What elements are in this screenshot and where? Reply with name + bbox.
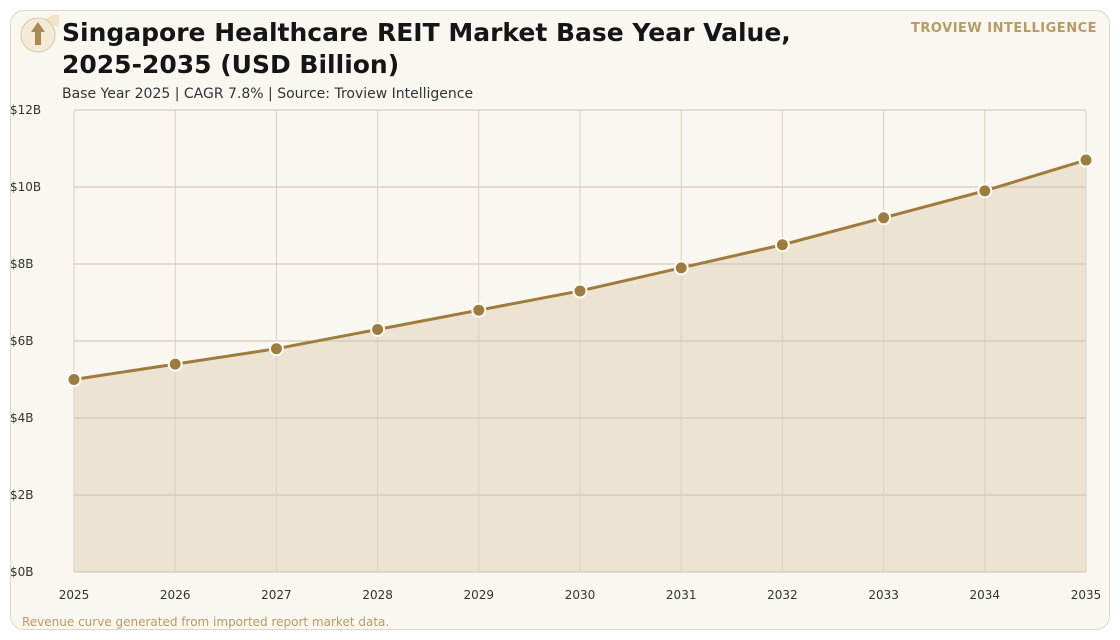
- data-point: [572, 283, 588, 299]
- x-tick-label: 2032: [767, 588, 798, 602]
- x-tick-label: 2028: [362, 588, 393, 602]
- x-tick-label: 2034: [970, 588, 1001, 602]
- y-tick-label: $4B: [10, 411, 34, 425]
- data-point: [1078, 152, 1094, 168]
- x-tick-label: 2029: [464, 588, 495, 602]
- footnote: Revenue curve generated from imported re…: [22, 615, 390, 629]
- data-point: [471, 302, 487, 318]
- data-point: [167, 356, 183, 372]
- x-tick-label: 2031: [666, 588, 697, 602]
- x-tick-label: 2025: [59, 588, 90, 602]
- data-point: [66, 372, 82, 387]
- y-tick-label: $10B: [10, 180, 41, 194]
- data-point: [268, 341, 284, 357]
- x-tick-label: 2035: [1071, 588, 1102, 602]
- y-tick-label: $12B: [10, 103, 41, 117]
- data-point: [876, 210, 892, 226]
- chart-title-line2: 2025-2035 (USD Billion): [62, 50, 400, 79]
- x-tick-label: 2027: [261, 588, 292, 602]
- upload-arrow-icon: [20, 15, 59, 53]
- brand-label: TROVIEW INTELLIGENCE: [911, 21, 1097, 36]
- data-point: [673, 260, 689, 276]
- data-point: [774, 237, 790, 253]
- x-tick-label: 2026: [160, 588, 191, 602]
- x-tick-label: 2033: [868, 588, 899, 602]
- y-tick-label: $6B: [10, 334, 34, 348]
- y-tick-label: $0B: [10, 565, 34, 579]
- x-tick-label: 2030: [565, 588, 596, 602]
- y-tick-label: $2B: [10, 488, 34, 502]
- chart-subtitle: Base Year 2025 | CAGR 7.8% | Source: Tro…: [62, 86, 474, 102]
- data-point: [977, 183, 993, 199]
- chart-title: Singapore Healthcare REIT Market Base Ye…: [62, 17, 862, 81]
- data-point: [370, 321, 386, 337]
- y-tick-label: $8B: [10, 257, 34, 271]
- chart-title-line1: Singapore Healthcare REIT Market Base Ye…: [62, 18, 791, 47]
